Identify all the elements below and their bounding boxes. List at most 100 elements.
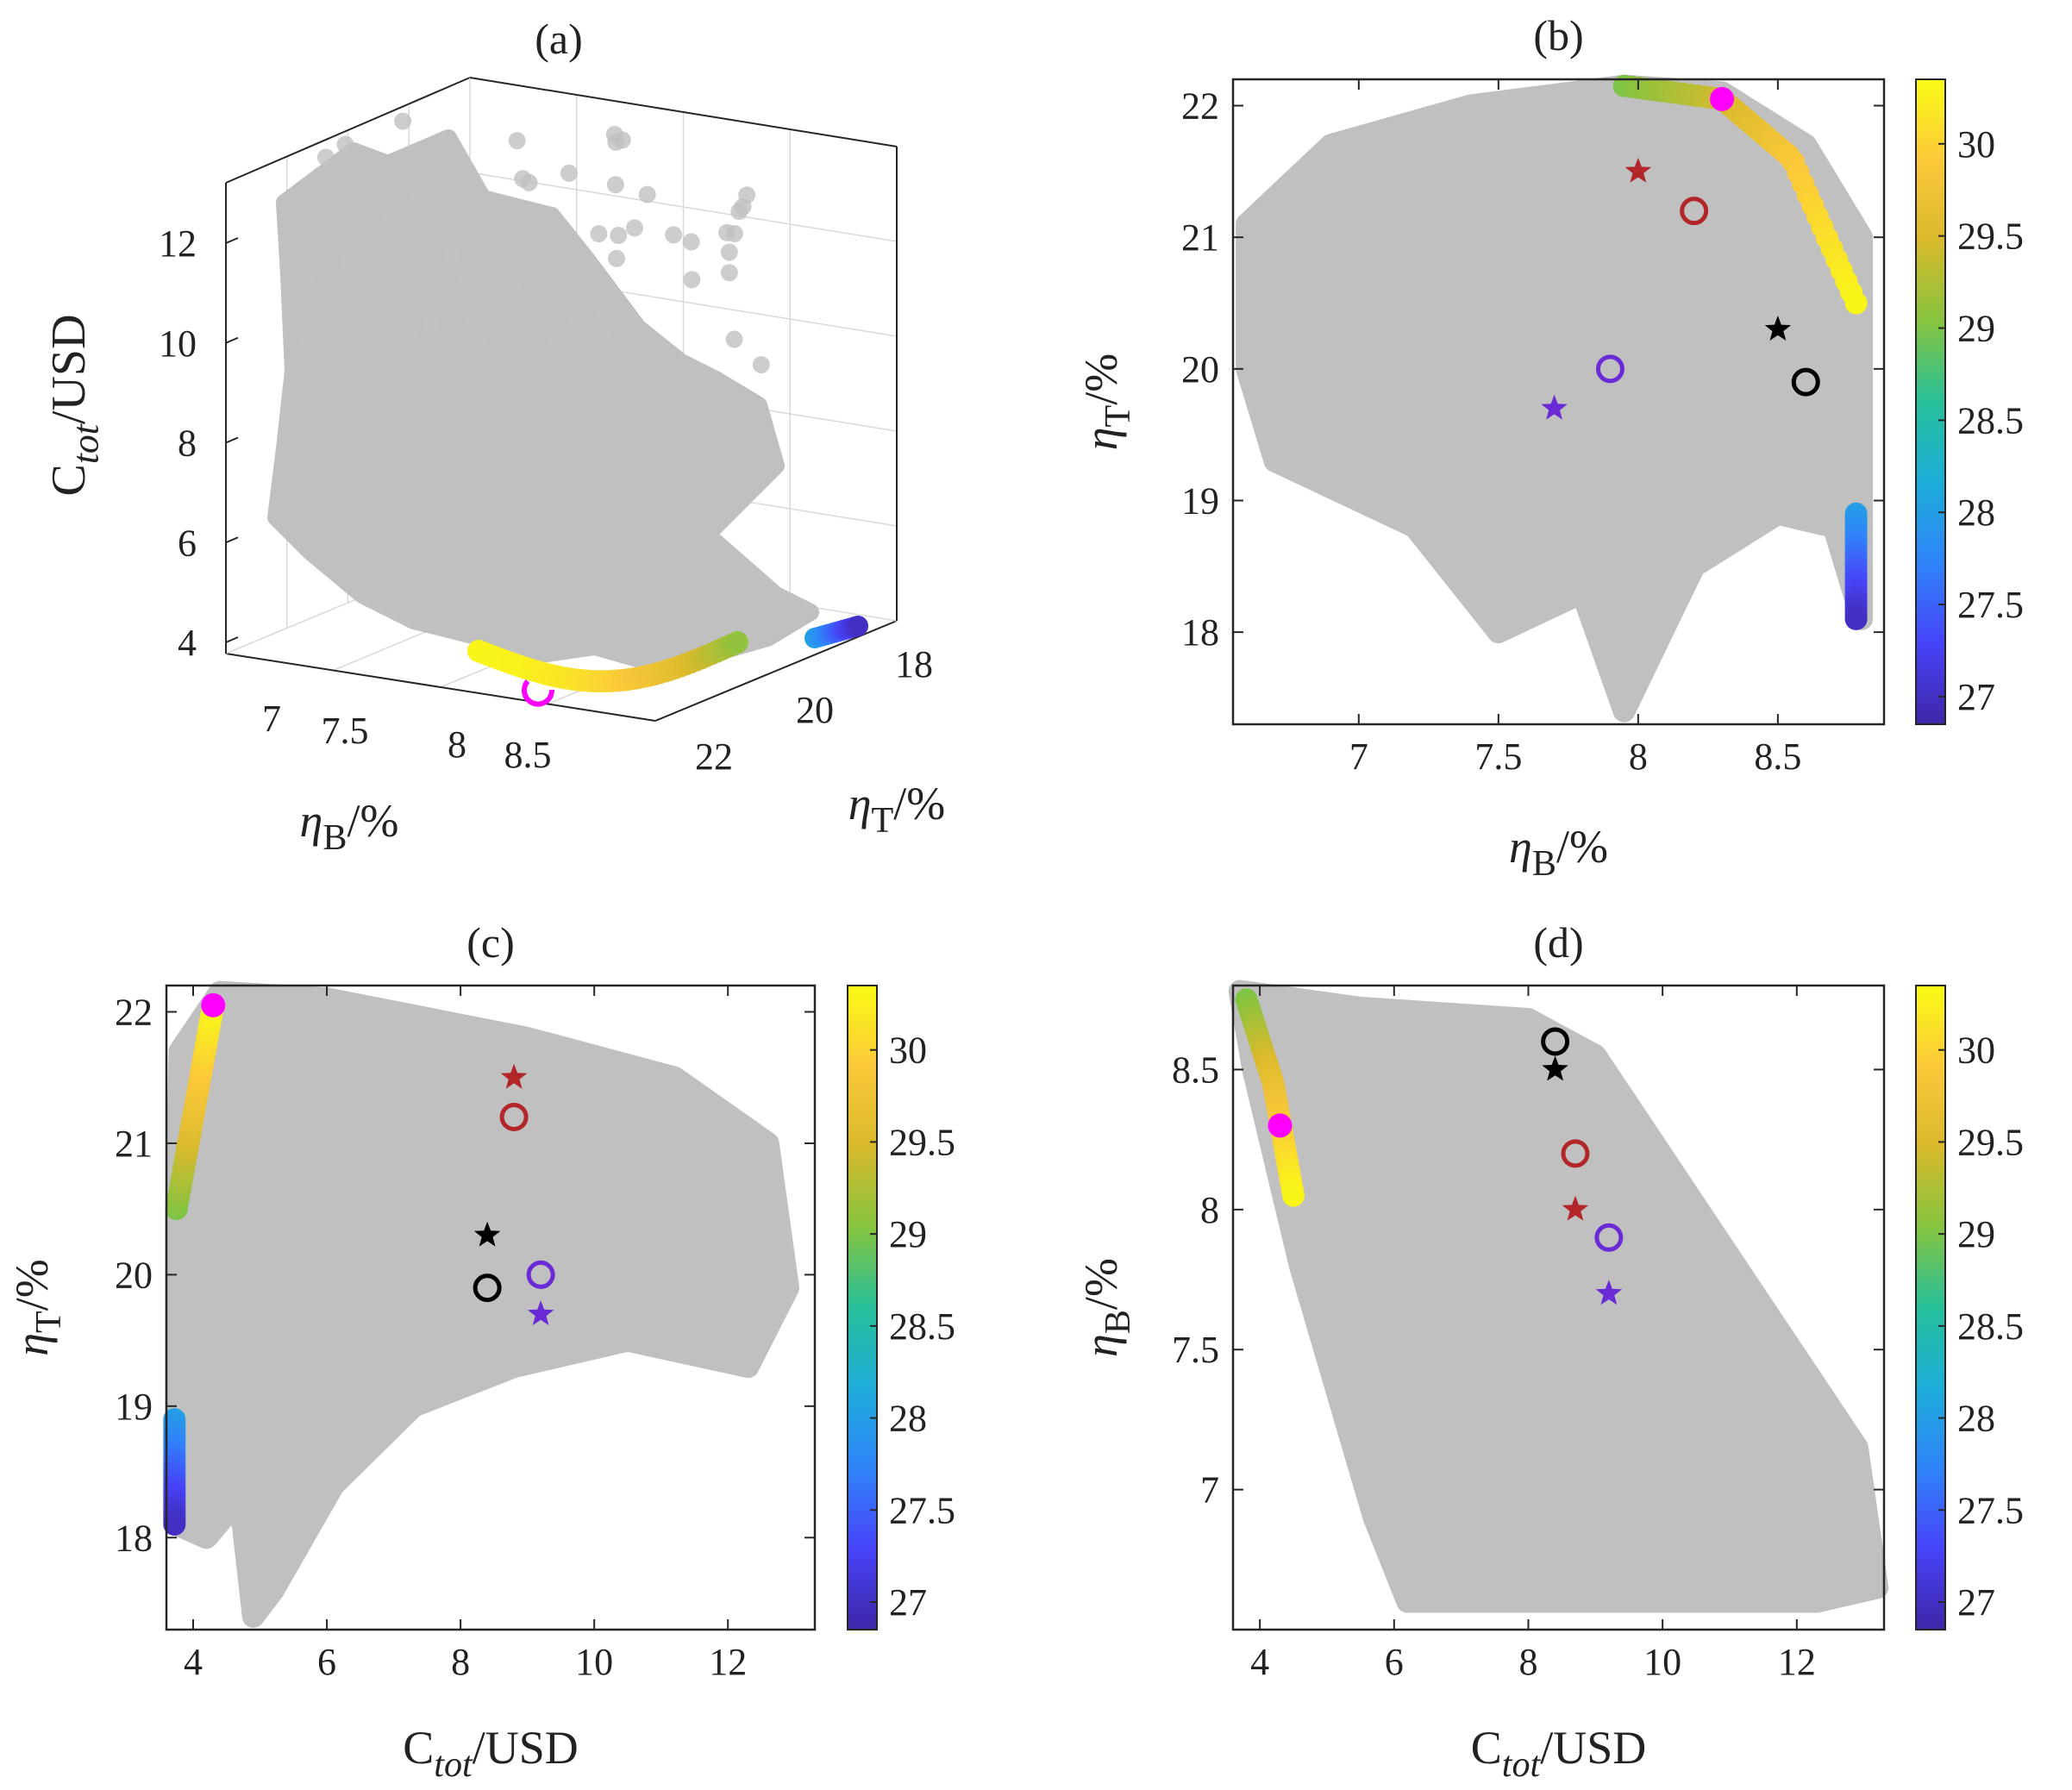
cloud-point [422, 316, 440, 334]
cloud-point [606, 176, 624, 194]
cloud-point [224, 1436, 246, 1458]
cloud-point [1683, 180, 1705, 202]
colorbar-tick-label: 30 [889, 1030, 927, 1072]
cloud-point [1564, 141, 1586, 163]
y-tick-label: 22 [115, 991, 153, 1033]
cloud-point [1354, 379, 1375, 400]
cloud-point [1477, 1513, 1499, 1535]
cloud-point [720, 243, 738, 261]
z-tick [225, 636, 239, 643]
front-point [848, 616, 868, 636]
y-axis-label: ηT/% [848, 778, 946, 841]
front-point [1844, 291, 1868, 315]
colorbar-tick-label: 27 [889, 1581, 927, 1624]
cloud-point [1433, 160, 1455, 182]
cloud-point [1658, 136, 1680, 158]
cloud-point [1481, 1160, 1503, 1181]
cloud-point [636, 1190, 658, 1211]
panel-c-title: (c) [466, 918, 515, 967]
cloud-point [718, 223, 736, 241]
cloud-point [1422, 209, 1443, 230]
cloud-point [394, 112, 412, 130]
cloud-point [285, 1170, 306, 1192]
cloud-point [1619, 1566, 1641, 1587]
cloud-point [1593, 576, 1615, 598]
cloud-point [565, 1301, 586, 1323]
cloud-point [1306, 395, 1328, 416]
marker-magenta-dot [1710, 86, 1735, 111]
cloud-point [1677, 309, 1699, 330]
cloud-point [1599, 1347, 1621, 1368]
marker-red-star [1624, 157, 1652, 183]
cloud-point [1833, 1556, 1855, 1578]
panel-d-title: (d) [1533, 918, 1583, 967]
colorbar-tick-label: 28 [1957, 491, 1995, 534]
y-tick-label: 7 [1200, 1469, 1219, 1511]
y-tick-label: 18 [1181, 611, 1219, 654]
cloud-point [687, 1198, 709, 1219]
cloud-point [1826, 1435, 1848, 1456]
y-tick-label: 18 [115, 1517, 153, 1559]
cloud-point [1798, 1512, 1819, 1534]
cloud-point [1334, 1174, 1355, 1195]
cloud-point [197, 1474, 218, 1495]
x-tick-label: 7 [262, 698, 281, 740]
marker-red-circle [499, 1102, 529, 1131]
cloud-point [1622, 262, 1643, 284]
cloud-point [1638, 311, 1660, 333]
cloud-point [1387, 210, 1408, 231]
cloud-point [1482, 109, 1504, 130]
cloud-point [1358, 205, 1380, 227]
front-point [726, 631, 748, 654]
z-tick-label: 6 [178, 522, 197, 564]
cloud-point [456, 1300, 478, 1322]
cloud-point [1643, 272, 1665, 293]
cloud-point [638, 185, 656, 203]
cloud-point [676, 1082, 698, 1104]
cloud-point [622, 1312, 643, 1334]
cloud-point [316, 148, 335, 166]
cloud-point [442, 246, 460, 264]
axis-line [225, 653, 656, 722]
cloud-point [252, 1096, 273, 1117]
cloud-point [289, 1365, 310, 1386]
panel-b-axes-box [1231, 78, 1886, 726]
cloud-point [233, 1520, 254, 1542]
cloud-point [1303, 1130, 1324, 1152]
z-tick-label: 8 [178, 422, 197, 465]
cloud-point [408, 1342, 429, 1363]
cloud-point [569, 312, 587, 330]
cloud-point [203, 1117, 225, 1138]
cloud-point [1593, 639, 1615, 660]
marker-magenta-arc [522, 679, 555, 707]
x-tick-label: 6 [1385, 1641, 1404, 1683]
colorbar-tick-label: 30 [1957, 1030, 1995, 1072]
x-tick-label: 4 [1250, 1641, 1269, 1683]
cloud-point [1522, 1295, 1543, 1317]
cloud-point [610, 226, 628, 244]
cloud-point [1560, 181, 1581, 203]
x-tick-label: 8.5 [504, 734, 552, 776]
cloud-point [1406, 203, 1428, 224]
cloud-point [1666, 1459, 1687, 1480]
cloud-point [1567, 389, 1588, 410]
cloud-point [1518, 195, 1539, 216]
z-axis-label: Ctot/USD [42, 314, 107, 496]
cloud-point [1743, 507, 1765, 529]
cloud-point [1675, 272, 1696, 294]
x-axis-label: ηB/% [1509, 821, 1608, 884]
z-tick [225, 536, 239, 544]
cloud-point [1299, 363, 1321, 385]
z-tick [225, 436, 239, 444]
colorbar-tick-label: 27.5 [889, 1489, 955, 1531]
cloud-point [482, 348, 500, 366]
cloud-point [1299, 1277, 1320, 1299]
cloud-point [504, 275, 522, 293]
cloud-point [1746, 272, 1768, 293]
axis-line [469, 77, 898, 147]
cloud-point [248, 1269, 270, 1291]
marker-purple-star [1541, 394, 1568, 420]
cloud-point [332, 1453, 354, 1474]
cloud-point [1592, 1154, 1613, 1175]
